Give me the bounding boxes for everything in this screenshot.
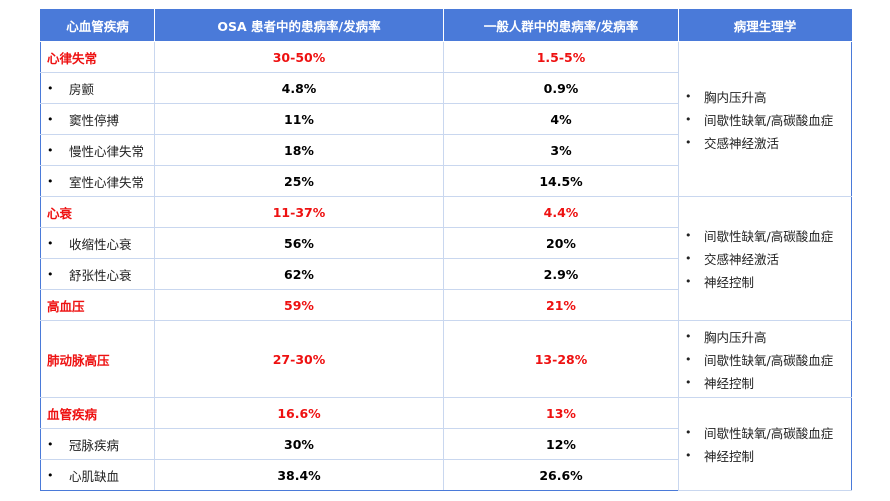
bullet-icon: •: [47, 174, 54, 188]
bullet-icon: •: [685, 375, 692, 389]
pathophysiology-item: • 交感神经激活: [685, 252, 780, 267]
subitem-name: 室性心律失常: [69, 174, 145, 190]
subitem-name: 冠脉疾病: [69, 437, 120, 453]
bullet-icon: •: [685, 229, 692, 242]
subitem-osa-value: 30%: [154, 428, 444, 460]
bullet-icon: •: [685, 135, 692, 149]
subitem-name-cell: • 房颤: [40, 72, 155, 104]
bullet-icon: •: [47, 143, 54, 157]
subitem-name-cell: • 室性心律失常: [40, 165, 155, 197]
bullet-icon: •: [685, 329, 692, 343]
category-osa-value: 59%: [154, 289, 444, 321]
bullet-icon: •: [47, 236, 54, 250]
subitem-general-value: 20%: [443, 227, 679, 259]
pathophysiology-cell-pulmonary-hypertension: • 胸内压升高 • 间歇性缺氧/高碳酸血症 • 神经控制: [678, 320, 852, 398]
pathophysiology-item: • 交感神经激活: [685, 135, 780, 151]
category-row-heart-failure: 心衰 11-37% 4.4% • 间歇性缺氧/高碳酸血症 • 交感神经激活 • 神经控…: [40, 196, 852, 321]
header-general-prevalence: 一般人群中的患病率/发病率: [443, 9, 679, 42]
subitem-osa-value: 56%: [154, 227, 444, 259]
subitem-osa-value: 38.4%: [154, 459, 444, 491]
subitem-general-value: 4%: [443, 103, 679, 135]
table-row: • 窦性停搏 11% 4%: [40, 103, 852, 135]
table-row: • 舒张性心衰 62% 2.9%: [40, 258, 852, 290]
subitem-name-cell: • 心肌缺血: [40, 459, 155, 491]
table-row: • 慢性心律失常 18% 3%: [40, 134, 852, 166]
subitem-name: 收缩性心衰: [69, 236, 132, 252]
bullet-icon: •: [685, 252, 692, 265]
bullet-icon: •: [685, 426, 692, 439]
subitem-osa-value: 18%: [154, 134, 444, 166]
category-osa-value: 16.6%: [154, 397, 444, 429]
bullet-icon: •: [47, 112, 54, 126]
category-name: 血管疾病: [40, 397, 155, 429]
bullet-icon: •: [685, 352, 692, 366]
bullet-icon: •: [47, 81, 54, 95]
subitem-name-cell: • 收缩性心衰: [40, 227, 155, 259]
category-name: 高血压: [40, 289, 155, 321]
category-general-value: 4.4%: [443, 196, 679, 228]
subitem-osa-value: 25%: [154, 165, 444, 197]
category-general-value: 13-28%: [443, 320, 679, 398]
pathophysiology-item: • 胸内压升高: [685, 89, 767, 105]
header-pathophysiology: 病理生理学: [678, 9, 852, 42]
pathophysiology-cell-arrhythmia: • 胸内压升高 • 间歇性缺氧/高碳酸血症 • 交感神经激活: [678, 41, 852, 197]
subitem-name-cell: • 冠脉疾病: [40, 428, 155, 460]
prevalence-table: 心血管疾病 OSA 患者中的患病率/发病率 一般人群中的患病率/发病率 病理生理…: [40, 9, 852, 491]
subitem-name: 舒张性心衰: [69, 267, 132, 283]
category-name: 心衰: [40, 196, 155, 228]
category-osa-value: 11-37%: [154, 196, 444, 228]
header-disease: 心血管疾病: [40, 9, 155, 42]
pathophysiology-item: • 间歇性缺氧/高碳酸血症: [685, 112, 834, 128]
category-osa-value: 27-30%: [154, 320, 444, 398]
bullet-icon: •: [685, 449, 692, 462]
subitem-name: 房颤: [69, 81, 95, 97]
subitem-name: 心肌缺血: [69, 468, 120, 484]
category-name: 心律失常: [40, 41, 155, 73]
pathophysiology-item: • 神经控制: [685, 375, 755, 391]
header-row: 心血管疾病 OSA 患者中的患病率/发病率 一般人群中的患病率/发病率 病理生理…: [40, 9, 852, 42]
table-row: • 房颤 4.8% 0.9%: [40, 72, 852, 104]
subitem-general-value: 0.9%: [443, 72, 679, 104]
bullet-icon: •: [47, 468, 54, 482]
category-row-pulmonary-hypertension: 肺动脉高压 27-30% 13-28% • 胸内压升高 • 间歇性缺氧/高碳酸血症 …: [40, 320, 852, 398]
pathophysiology-item: • 间歇性缺氧/高碳酸血症: [685, 426, 834, 441]
subitem-general-value: 3%: [443, 134, 679, 166]
pathophysiology-item: • 神经控制: [685, 275, 755, 290]
subitem-name: 窦性停搏: [69, 112, 120, 128]
category-name: 肺动脉高压: [40, 320, 155, 398]
pathophysiology-cell-vascular-disease: • 间歇性缺氧/高碳酸血症 • 神经控制: [678, 397, 852, 491]
pathophysiology-item: • 胸内压升高: [685, 329, 767, 345]
subitem-name: 慢性心律失常: [69, 143, 145, 159]
category-osa-value: 30-50%: [154, 41, 444, 73]
subitem-general-value: 14.5%: [443, 165, 679, 197]
subitem-name-cell: • 窦性停搏: [40, 103, 155, 135]
category-general-value: 21%: [443, 289, 679, 321]
subitem-general-value: 26.6%: [443, 459, 679, 491]
subitem-general-value: 12%: [443, 428, 679, 460]
bullet-icon: •: [685, 112, 692, 126]
category-general-value: 1.5-5%: [443, 41, 679, 73]
category-row-arrhythmia: 心律失常 30-50% 1.5-5% • 胸内压升高 • 间歇性缺氧/高碳酸血症 •…: [40, 41, 852, 197]
subitem-osa-value: 62%: [154, 258, 444, 290]
table-row: • 心肌缺血 38.4% 26.6%: [40, 459, 852, 491]
bullet-icon: •: [685, 89, 692, 103]
header-osa-prevalence: OSA 患者中的患病率/发病率: [154, 9, 444, 42]
subitem-osa-value: 4.8%: [154, 72, 444, 104]
bullet-icon: •: [685, 275, 692, 288]
pathophysiology-item: • 间歇性缺氧/高碳酸血症: [685, 352, 834, 368]
pathophysiology-item: • 神经控制: [685, 449, 755, 464]
bullet-icon: •: [47, 437, 54, 451]
pathophysiology-cell-heart-failure: • 间歇性缺氧/高碳酸血症 • 交感神经激活 • 神经控制: [678, 196, 852, 321]
category-row-vascular-disease: 血管疾病 16.6% 13% • 间歇性缺氧/高碳酸血症 • 神经控制: [40, 397, 852, 491]
table-row: • 收缩性心衰 56% 20%: [40, 227, 852, 259]
pathophysiology-item: • 间歇性缺氧/高碳酸血症: [685, 229, 834, 244]
category-row-hypertension: 高血压 59% 21%: [40, 289, 852, 321]
subitem-general-value: 2.9%: [443, 258, 679, 290]
bullet-icon: •: [47, 267, 54, 281]
subitem-name-cell: • 舒张性心衰: [40, 258, 155, 290]
category-general-value: 13%: [443, 397, 679, 429]
table-row: • 冠脉疾病 30% 12%: [40, 428, 852, 460]
subitem-name-cell: • 慢性心律失常: [40, 134, 155, 166]
subitem-osa-value: 11%: [154, 103, 444, 135]
